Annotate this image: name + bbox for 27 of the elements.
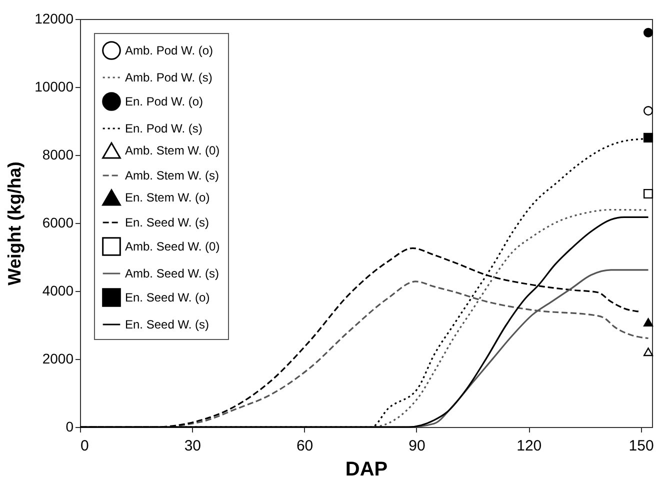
legend-label: En. Stem W. (o) xyxy=(125,190,210,204)
x-tick-label: 120 xyxy=(516,438,542,454)
x-tick-label: 0 xyxy=(80,438,89,454)
y-tick-label: 0 xyxy=(66,418,74,434)
y-tick-label: 2000 xyxy=(42,350,74,366)
legend-label: Amb. Pod W. (o) xyxy=(125,44,214,58)
y-tick-label: 12000 xyxy=(34,10,74,26)
legend-label: En. Seed W. (s) xyxy=(125,318,210,332)
legend-label: Amb. Stem W. (s) xyxy=(125,168,220,182)
y-tick-label: 4000 xyxy=(42,282,74,298)
y-tick-label: 6000 xyxy=(42,214,74,230)
x-axis-title: DAP xyxy=(345,458,388,480)
legend-label: En. Pod W. (s) xyxy=(125,122,202,136)
x-tick-label: 150 xyxy=(628,438,654,454)
legend-label: Amb. Stem W. (0) xyxy=(125,144,220,158)
legend-label: Amb. Pod W. (s) xyxy=(125,70,212,84)
x-tick-label: 30 xyxy=(184,438,201,454)
y-axis-title: Weight (kg/ha) xyxy=(4,162,25,286)
legend-label: Amb. Seed W. (s) xyxy=(125,266,220,280)
y-tick-label: 8000 xyxy=(42,146,74,162)
legend-label: En. Seed W. (s) xyxy=(125,216,210,230)
x-tick-label: 60 xyxy=(296,438,314,454)
y-tick-label: 10000 xyxy=(34,78,74,94)
legend-label: En. Pod W. (o) xyxy=(125,94,204,108)
x-tick-label: 90 xyxy=(408,438,426,454)
legend-label: Amb. Seed W. (0) xyxy=(125,240,220,254)
legend-label: En. Seed W. (o) xyxy=(125,290,210,304)
